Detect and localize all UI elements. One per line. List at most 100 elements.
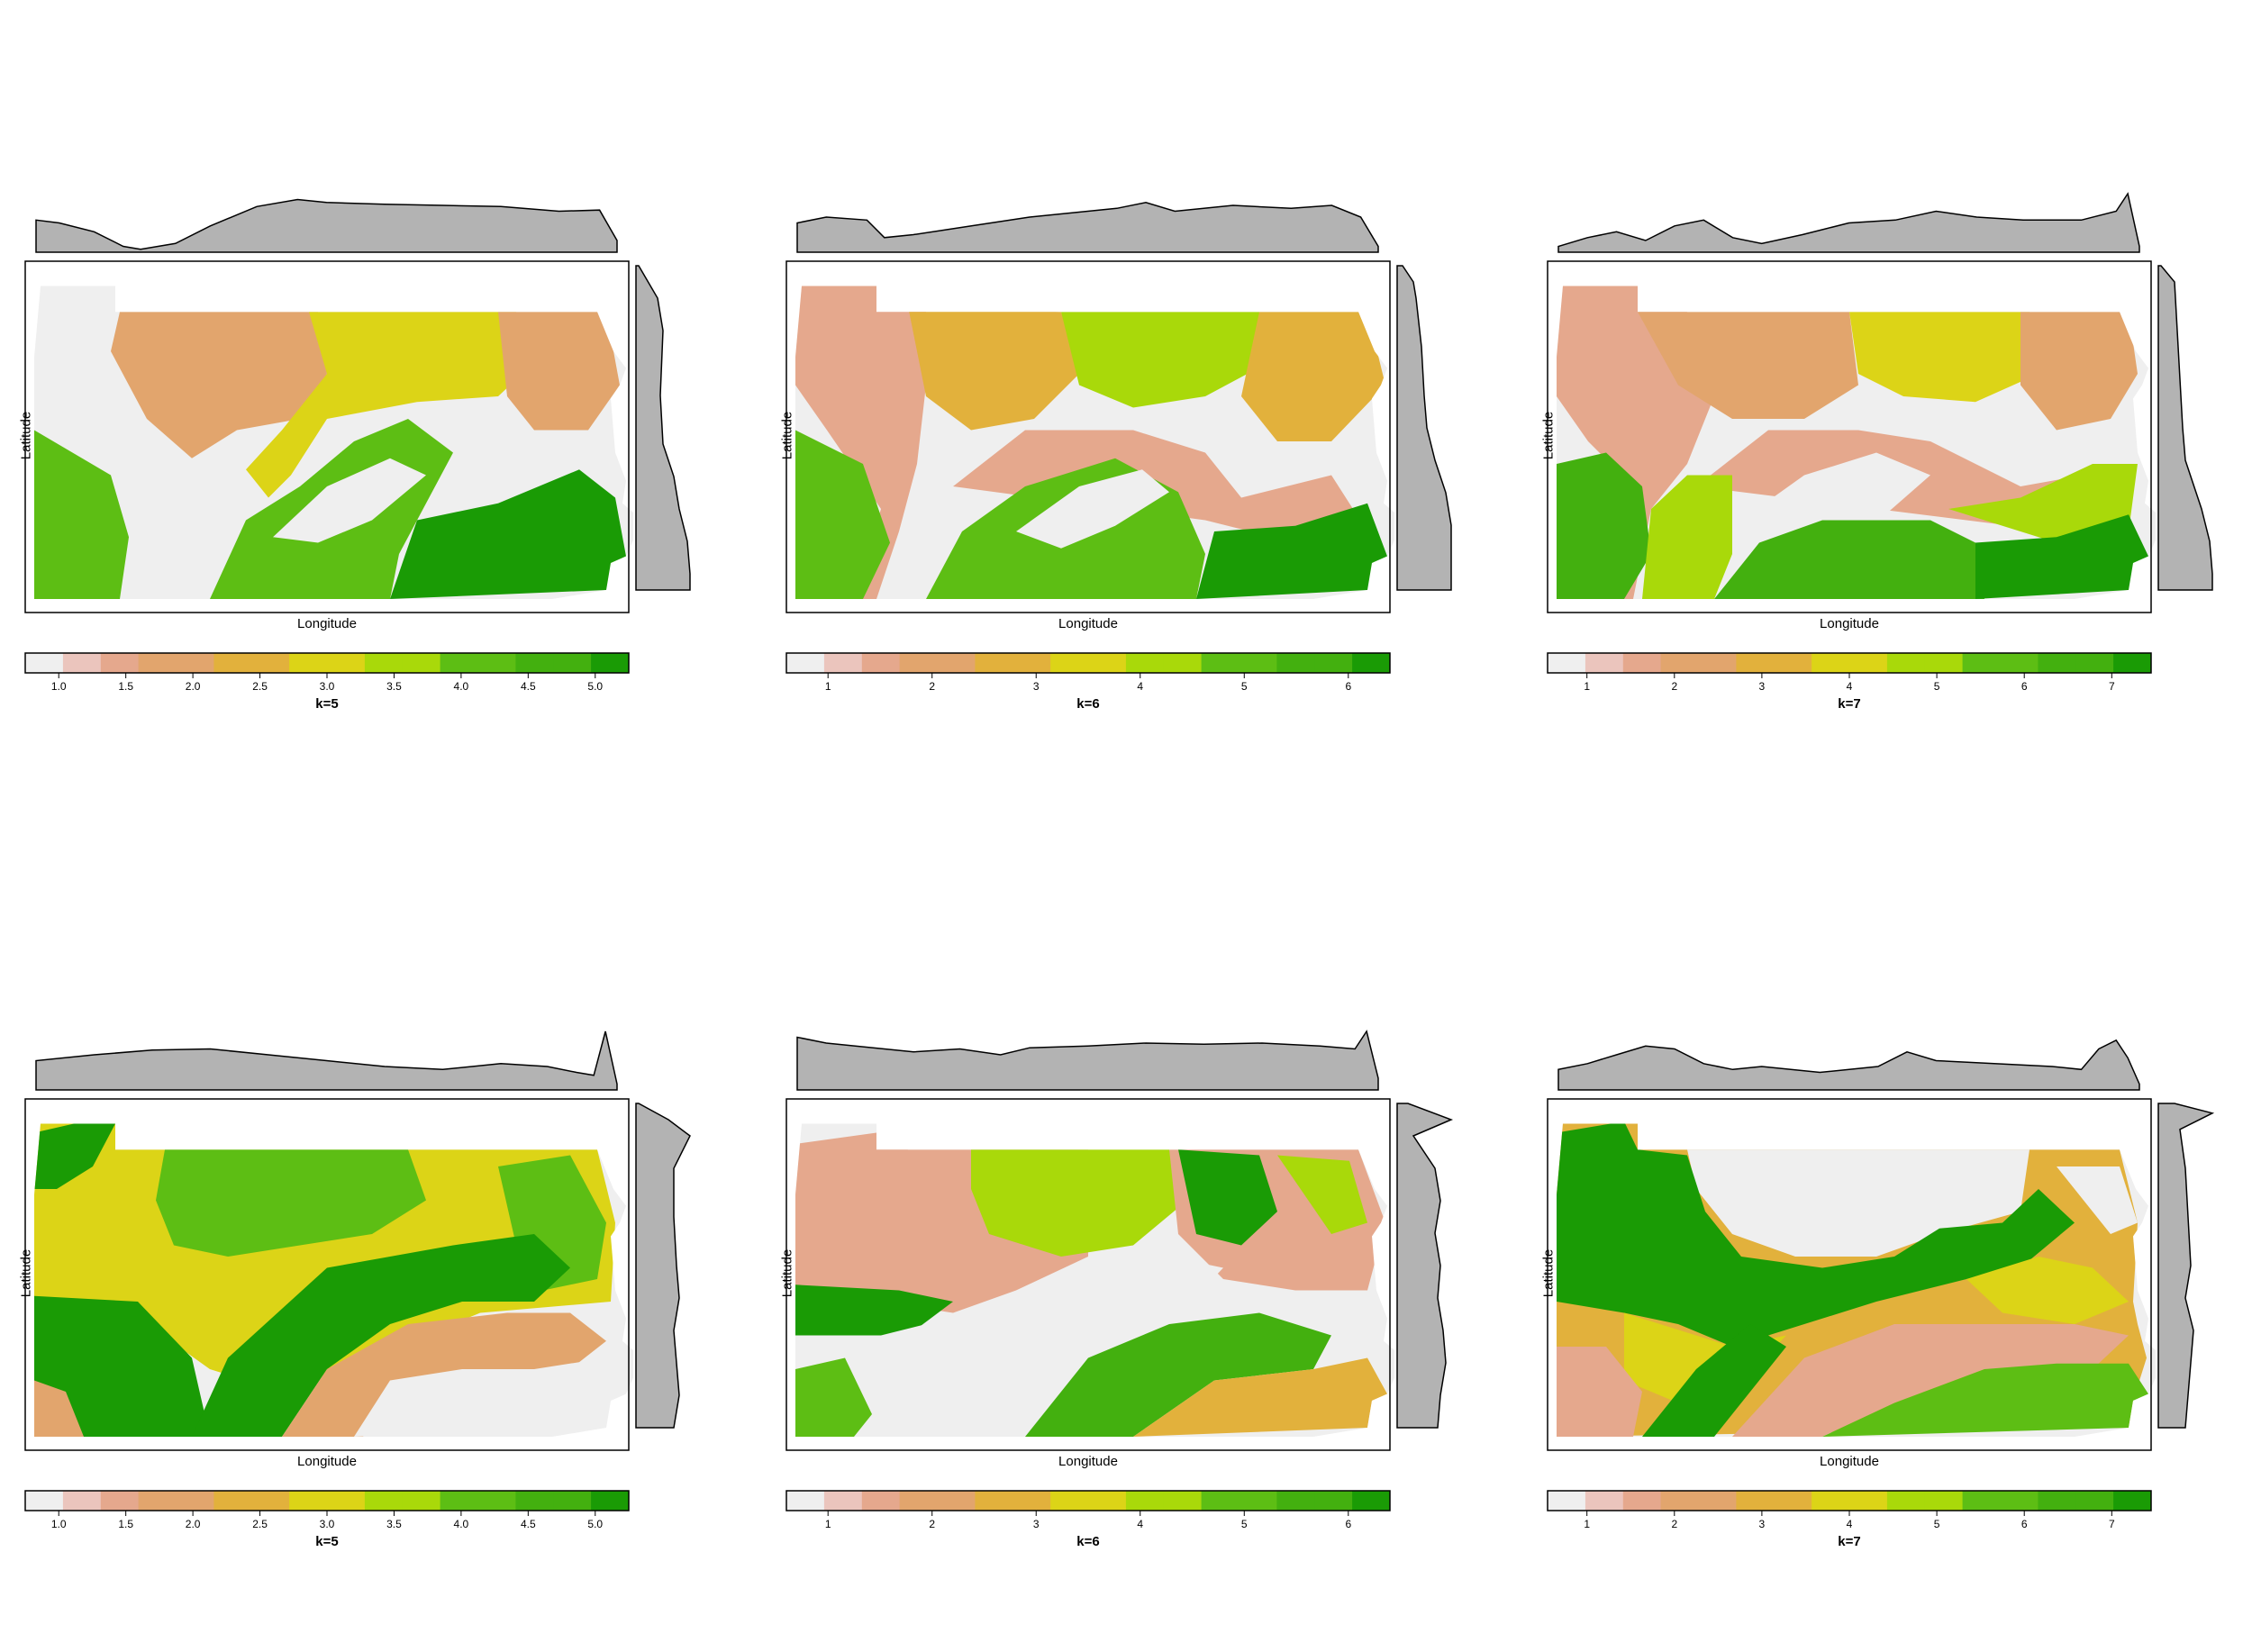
legend-tick-label: 4.5 [520,680,536,693]
legend-swatch [1812,1491,1850,1511]
legend-swatch [1163,1491,1203,1511]
legend-tick-label: 6 [2020,680,2028,693]
legend-swatch [2000,1491,2039,1511]
map-area [1547,1098,2156,1451]
map-region [1741,452,1930,543]
legend-swatch [591,1491,630,1511]
legend-swatch [1012,1491,1051,1511]
map-region [1624,1312,1786,1403]
legend-swatch [1276,653,1315,673]
legend-swatch [823,653,863,673]
map-panel: 1 2 3 4 5 6 7 Longitude Latitude k=7 [1541,838,2232,1549]
right-marginal-density [1396,265,1452,591]
map-svg [24,1030,691,1516]
map-region [1849,312,2039,403]
legend-swatch [327,1491,366,1511]
map-region [498,312,620,431]
x-axis-label: Longitude [1058,616,1118,631]
legend-tick-label: 3 [1032,680,1040,693]
legend-swatch [975,1491,1013,1511]
legend-swatch [364,653,404,673]
legend-swatch [1050,653,1089,673]
map-region [34,1380,84,1437]
legend-swatch [2000,653,2039,673]
legend-tick-label: 1.5 [118,1518,133,1530]
legend-tick-label: 4 [1137,1518,1144,1530]
legend-swatch [1239,653,1277,673]
legend-swatch [1239,1491,1277,1511]
right-marginal-density [635,265,691,591]
legend-swatch [2113,1491,2152,1511]
legend-swatch [515,653,554,673]
legend-swatch [176,653,214,673]
y-axis-label: Latitude [779,1248,795,1298]
y-axis-label: Latitude [18,411,34,460]
legend-swatch [823,1491,863,1511]
map-area [24,1098,633,1451]
map-frame [1547,260,2152,613]
legend-tick-label: 4 [1846,680,1853,693]
map-area [24,260,633,613]
legend-swatch [213,653,252,673]
top-marginal-density [35,1030,618,1091]
map-region [971,1149,1187,1257]
legend-swatch [1125,653,1165,673]
legend-swatch [477,653,516,673]
legend-swatch [2075,1491,2114,1511]
map-region [34,430,129,599]
legend-swatch [289,653,328,673]
legend-swatch [138,1491,177,1511]
legend-swatch [477,1491,516,1511]
map-svg [785,1030,1454,1516]
legend-tick-label: 2 [929,1518,936,1530]
legend-swatch [1622,653,1662,673]
legend-swatch [100,653,140,673]
legend-title: k=6 [1076,696,1100,712]
legend-swatch [1660,1491,1699,1511]
x-axis-label: Longitude [297,1454,357,1469]
map-region [1557,1123,2075,1347]
legend-swatch [1849,1491,1888,1511]
legend-tick-label: 1.0 [50,680,67,693]
legend-tick-label: 2.5 [252,680,268,693]
map-region [1948,464,2138,543]
legend-tick-label: 3.0 [319,1518,335,1530]
map-region [390,469,626,599]
map-region [1714,520,1984,599]
legend-swatch [1201,653,1240,673]
right-marginal-density [1396,1103,1454,1429]
map-region [1638,312,1858,419]
legend-tick-label: 4.0 [453,680,469,693]
legend-tick-label: 1 [1584,680,1591,693]
map-region [1025,1312,1331,1437]
x-axis-label: Longitude [1820,1454,1879,1469]
legend-swatch [364,1491,404,1511]
legend-swatch [251,653,290,673]
legend-frame [785,652,1391,674]
map-frame [24,260,630,613]
legend-swatch [1774,1491,1812,1511]
map-svg [24,198,691,678]
legend-tick-label: 5 [1933,1518,1940,1530]
map-region [795,286,926,599]
legend-swatch [327,653,366,673]
legend-swatch [289,1491,328,1511]
legend-swatch [1886,1491,1926,1511]
legend-swatch [1088,1491,1127,1511]
map-frame [785,260,1391,613]
legend-swatch [937,653,976,673]
map-region [1016,469,1169,549]
legend-tick-label: 2.5 [252,1518,268,1530]
map-region [1642,475,1732,599]
map-region [2020,312,2138,431]
legend-swatch [899,1491,938,1511]
map-area [785,1098,1394,1451]
right-marginal-density [2157,1103,2215,1429]
top-marginal-density [796,1030,1379,1091]
legend-tick-label: 7 [2108,680,2115,693]
legend-swatch [1050,1491,1089,1511]
legend-swatch [1698,1491,1737,1511]
y-axis-label: Latitude [1540,1248,1557,1298]
legend-swatch [1352,1491,1391,1511]
legend-swatch [213,1491,252,1511]
